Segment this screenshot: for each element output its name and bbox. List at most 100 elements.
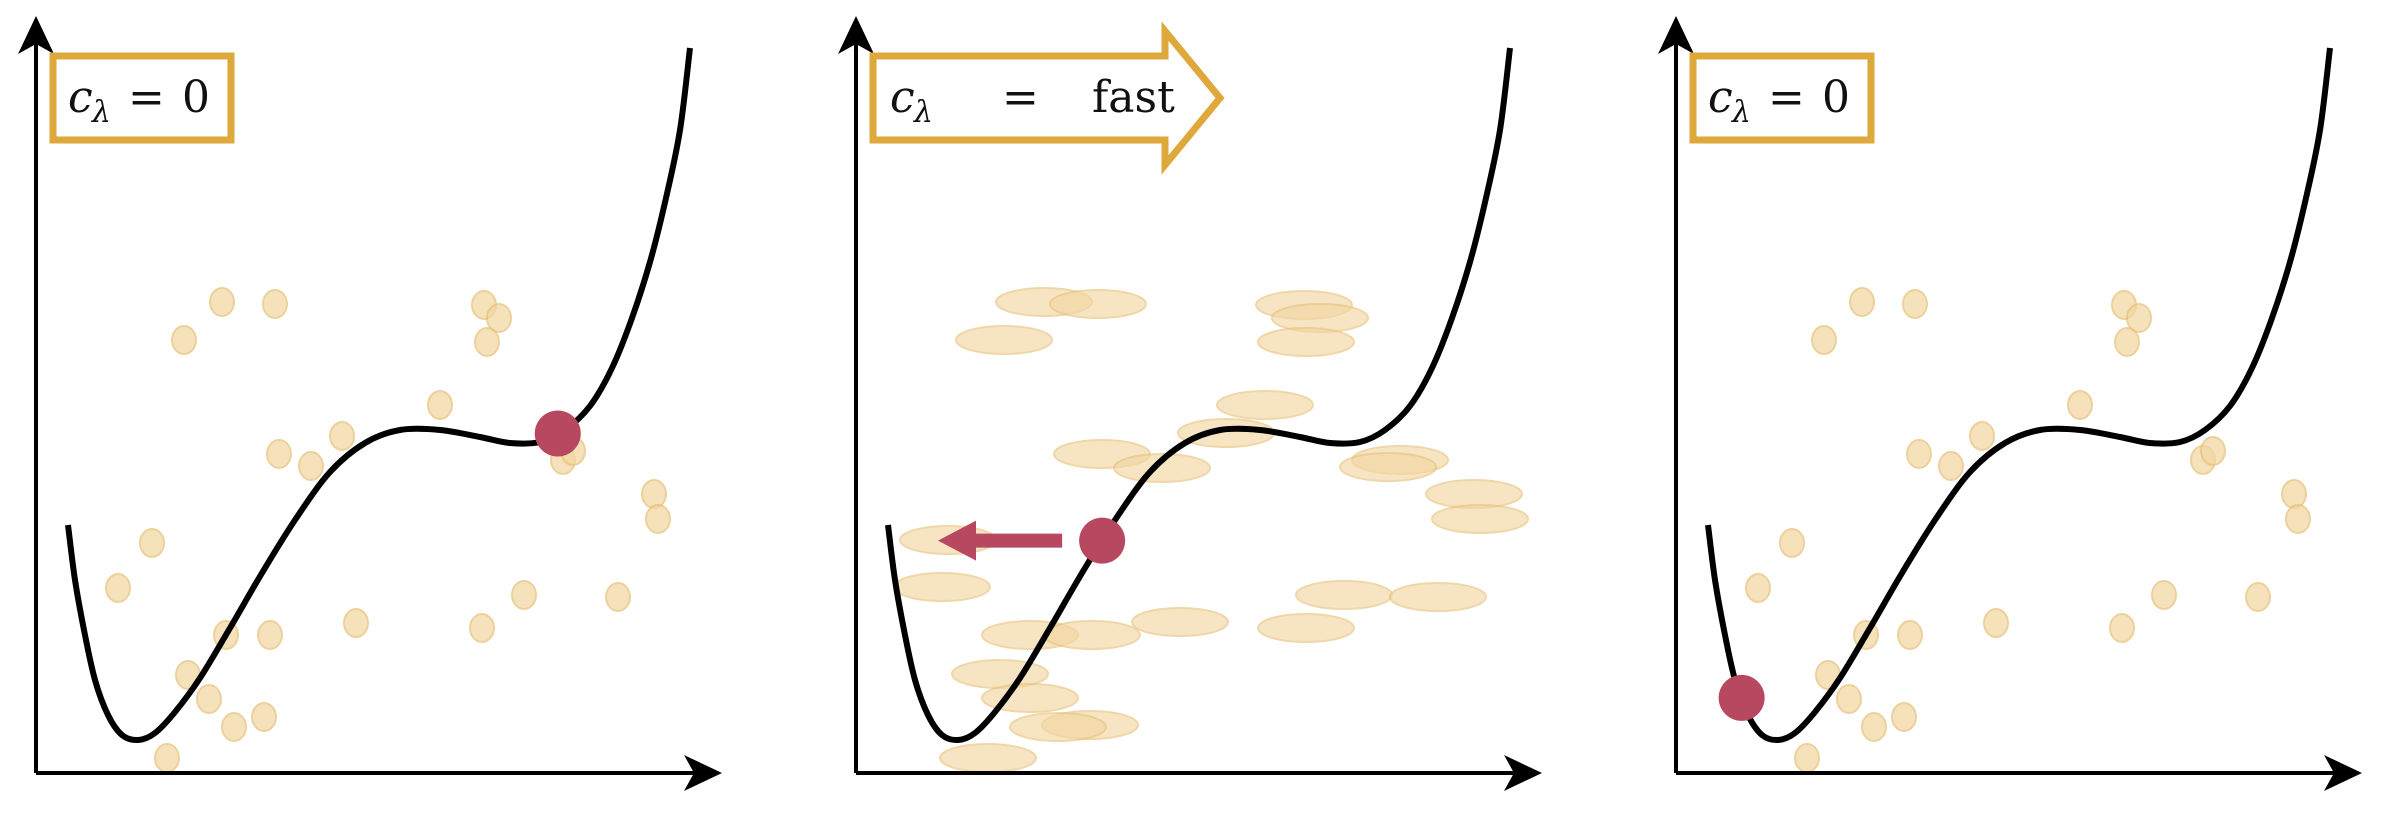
particle bbox=[1906, 439, 1932, 469]
particle bbox=[1897, 620, 1923, 650]
particle bbox=[154, 743, 180, 773]
energy-curve bbox=[885, 47, 1513, 744]
particle bbox=[171, 325, 197, 355]
label-border bbox=[49, 52, 235, 144]
particle bbox=[1794, 743, 1820, 773]
particle bbox=[1009, 712, 1107, 742]
panel-left: c λ = 0 bbox=[18, 16, 722, 791]
particle bbox=[486, 303, 512, 333]
particle bbox=[1811, 325, 1837, 355]
label-var: c bbox=[68, 72, 93, 123]
particle bbox=[1431, 504, 1529, 534]
particle bbox=[209, 287, 235, 317]
ball-marker bbox=[534, 410, 581, 457]
label-box: c λ = 0 bbox=[49, 52, 235, 144]
particle bbox=[1389, 582, 1487, 612]
label-eq: = bbox=[1002, 72, 1039, 123]
panel-middle: c λ = fast bbox=[838, 16, 1542, 791]
particle bbox=[251, 702, 277, 732]
particle bbox=[343, 608, 369, 638]
particle bbox=[1745, 573, 1771, 603]
ball-marker bbox=[1079, 517, 1126, 564]
particle bbox=[981, 683, 1079, 713]
label-value: fast bbox=[1092, 72, 1175, 123]
particle bbox=[1891, 702, 1917, 732]
particle bbox=[939, 743, 1037, 773]
particles-layer bbox=[105, 287, 671, 773]
label-arrow-box: c λ = fast bbox=[869, 21, 1225, 175]
ball-marker bbox=[1718, 674, 1765, 721]
label-border bbox=[869, 21, 1225, 175]
particle bbox=[1836, 684, 1862, 714]
particle bbox=[1295, 580, 1393, 610]
particles-layer bbox=[893, 287, 1529, 773]
energy-curve bbox=[65, 47, 693, 744]
particle bbox=[1938, 451, 1964, 481]
label-value: 0 bbox=[182, 72, 210, 123]
particle bbox=[1339, 452, 1437, 482]
x-axis-arrowhead bbox=[684, 755, 722, 791]
label-sub: λ bbox=[913, 95, 933, 130]
x-axis-arrowhead bbox=[1504, 755, 1542, 791]
particle bbox=[1216, 390, 1314, 420]
particle bbox=[1043, 620, 1141, 650]
y-axis-arrowhead bbox=[1658, 16, 1694, 54]
particle bbox=[1861, 712, 1887, 742]
label-border bbox=[1689, 52, 1875, 144]
label-var: c bbox=[1708, 72, 1733, 123]
particle bbox=[1779, 528, 1805, 558]
particle bbox=[298, 451, 324, 481]
particle bbox=[266, 439, 292, 469]
particle bbox=[641, 479, 667, 509]
particle bbox=[2200, 436, 2226, 466]
particle bbox=[2114, 327, 2140, 357]
particle bbox=[139, 528, 165, 558]
particle bbox=[427, 390, 453, 420]
particle bbox=[2109, 613, 2135, 643]
particle bbox=[1257, 327, 1355, 357]
particle bbox=[105, 573, 131, 603]
particle bbox=[645, 504, 671, 534]
label-box: c λ = 0 bbox=[1689, 52, 1875, 144]
y-axis-arrowhead bbox=[838, 16, 874, 54]
particle bbox=[955, 325, 1053, 355]
energy-curve bbox=[1705, 47, 2333, 744]
particle bbox=[893, 572, 991, 602]
label-eq: = bbox=[1768, 72, 1805, 123]
label-var: c bbox=[890, 72, 915, 123]
particle bbox=[2281, 479, 2307, 509]
particle bbox=[1983, 608, 2009, 638]
particle bbox=[511, 580, 537, 610]
particle bbox=[2126, 303, 2152, 333]
particle bbox=[605, 582, 631, 612]
label-value: 0 bbox=[1822, 72, 1850, 123]
particle bbox=[2285, 504, 2311, 534]
label-sub: λ bbox=[1731, 95, 1751, 130]
particle bbox=[2151, 580, 2177, 610]
particle bbox=[257, 620, 283, 650]
particle bbox=[1177, 418, 1275, 448]
particles-layer bbox=[1745, 287, 2311, 773]
particle bbox=[1257, 613, 1355, 643]
particle bbox=[1849, 287, 1875, 317]
label-sub: λ bbox=[91, 95, 111, 130]
motion-arrow bbox=[938, 520, 1063, 561]
particle bbox=[1425, 479, 1523, 509]
particle bbox=[221, 712, 247, 742]
particle bbox=[469, 613, 495, 643]
label-eq: = bbox=[128, 72, 165, 123]
particle bbox=[474, 327, 500, 357]
particle bbox=[262, 289, 288, 319]
x-axis-arrowhead bbox=[2324, 755, 2362, 791]
particle bbox=[196, 684, 222, 714]
panel-right: c λ = 0 bbox=[1658, 16, 2362, 791]
particle bbox=[2245, 582, 2271, 612]
particle bbox=[1131, 607, 1229, 637]
particle bbox=[1113, 453, 1211, 483]
particle bbox=[1969, 421, 1995, 451]
particle bbox=[2067, 390, 2093, 420]
particle bbox=[1049, 289, 1147, 319]
particle bbox=[329, 421, 355, 451]
particle bbox=[1902, 289, 1928, 319]
